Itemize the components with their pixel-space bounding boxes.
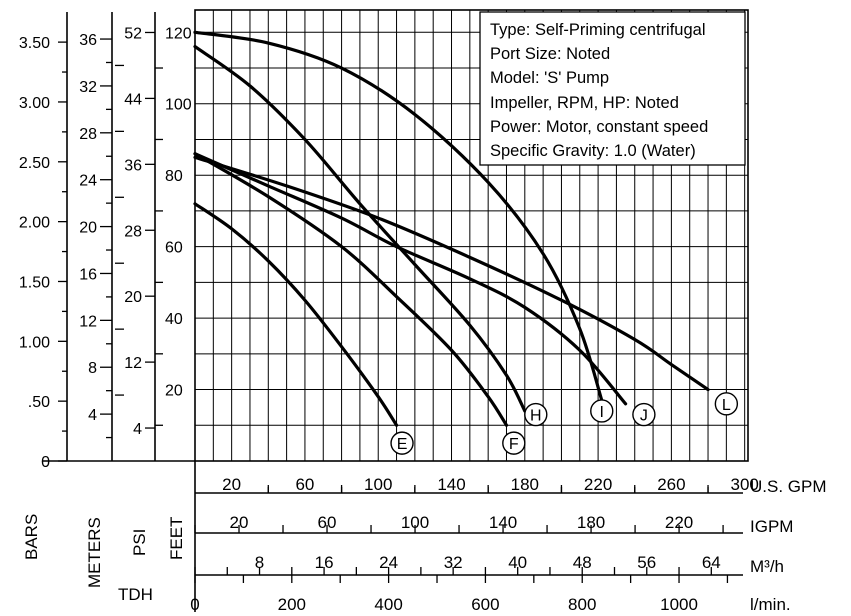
bars-tick-label: 1.50: [19, 274, 50, 291]
lmin-tick-label: 800: [568, 595, 596, 614]
usgpm-tick-label: 100: [364, 475, 392, 494]
psi-tick-label: 12: [124, 355, 142, 372]
bars-tick-label: 2.00: [19, 215, 50, 232]
meters-tick-label: 8: [88, 360, 97, 377]
bars-tick-label: 3.50: [19, 35, 50, 52]
bars-tick-label: 2.50: [19, 155, 50, 172]
curve-marker-l: [714, 392, 739, 416]
igpm-tick-label: 140: [489, 513, 517, 532]
bars-tick-label: .50: [28, 394, 50, 411]
curve-i: [193, 30, 604, 402]
igpm-axis-label: IGPM: [750, 517, 793, 536]
pump-curves: E FH I J L: [193, 30, 739, 455]
usgpm-tick-label: 220: [584, 475, 612, 494]
bars-axis-label: BARS: [22, 514, 41, 560]
info-line-model: Model: 'S' Pump: [490, 69, 609, 87]
igpm-tick-label: 220: [665, 513, 693, 532]
feet-tick-label: 80: [165, 168, 183, 185]
igpm-tick-label: 180: [577, 513, 605, 532]
usgpm-tick-label: 60: [295, 475, 314, 494]
meters-tick-label: 16: [79, 266, 97, 283]
m3h-axis-label: M³/h: [750, 557, 784, 576]
feet-tick-label: 40: [165, 311, 183, 328]
info-line-power: Power: Motor, constant speed: [490, 118, 708, 136]
usgpm-axis-label: U.S. GPM: [750, 477, 827, 496]
info-box: Type: Self-Priming centrifugal Port Size…: [479, 11, 746, 166]
m3h-tick-label: 16: [315, 553, 334, 572]
curve-j: [193, 152, 628, 406]
curve-label-e: E: [397, 436, 408, 453]
plot-frame: [194, 9, 749, 462]
curve-l: [193, 155, 710, 392]
left-axes: 0 .50 1.00 1.50 2.00 2.50 3.00 3.50 4 8 12 16 20 24 28…: [19, 12, 195, 471]
feet-axis-label: FEET: [167, 517, 186, 560]
psi-axis-label: PSI: [130, 529, 149, 556]
psi-tick-label: 4: [133, 421, 142, 438]
feet-tick-label: 120: [165, 25, 192, 42]
bars-tick-label: 1.00: [19, 334, 50, 351]
meters-tick-label: 36: [79, 32, 97, 49]
usgpm-tick-label: 260: [657, 475, 685, 494]
psi-tick-label: 52: [124, 25, 142, 42]
feet-tick-label: 100: [165, 97, 192, 114]
curve-label-f: F: [509, 436, 519, 453]
meters-tick-label: 28: [79, 126, 97, 143]
curve-label-h: H: [530, 408, 542, 425]
m3h-tick-label: 40: [508, 553, 527, 572]
meters-tick-label: 4: [88, 407, 97, 424]
m3h-tick-label: 24: [379, 553, 398, 572]
info-line-specific-gravity: Specific Gravity: 1.0 (Water): [490, 142, 696, 160]
psi-tick-label: 28: [124, 223, 142, 240]
curve-marker-e: [390, 431, 414, 455]
m3h-tick-label: 32: [444, 553, 463, 572]
lmin-tick-label: 400: [374, 595, 402, 614]
psi-tick-label: 44: [124, 91, 142, 108]
lmin-tick-label: 200: [278, 595, 306, 614]
lmin-tick-label: 0: [190, 595, 199, 614]
meters-tick-label: 20: [79, 220, 97, 237]
curve-f: [193, 152, 509, 427]
feet-tick-label: 20: [165, 383, 183, 400]
usgpm-tick-label: 140: [437, 475, 465, 494]
bars-tick-label: 3.00: [19, 95, 50, 112]
usgpm-tick-label: 20: [222, 475, 241, 494]
info-line-impeller: Impeller, RPM, HP: Noted: [490, 94, 679, 112]
curve-marker-i: [590, 399, 614, 423]
feet-tick-label: 60: [165, 240, 183, 257]
lmin-axis-label: l/min.: [750, 595, 791, 614]
curve-e: [193, 202, 399, 427]
m3h-tick-label: 8: [255, 553, 264, 572]
curve-label-l: L: [722, 397, 731, 414]
usgpm-tick-label: 180: [511, 475, 539, 494]
lmin-tick-label: 1000: [660, 595, 698, 614]
m3h-tick-label: 56: [637, 553, 656, 572]
curve-marker-f: [502, 431, 526, 455]
meters-tick-label: 12: [79, 313, 97, 330]
bars-tick-label: 0: [41, 454, 50, 471]
m3h-tick-label: 64: [702, 553, 721, 572]
curve-h: [193, 44, 527, 413]
curve-label-i: I: [600, 404, 604, 421]
meters-axis-label: METERS: [85, 517, 104, 588]
m3h-tick-label: 48: [573, 553, 592, 572]
lmin-tick-label: 600: [471, 595, 499, 614]
info-line-type: Type: Self-Priming centrifugal: [490, 21, 706, 39]
tdh-label: TDH: [118, 585, 153, 604]
igpm-tick-label: 60: [318, 513, 337, 532]
meters-tick-label: 32: [79, 79, 97, 96]
usgpm-tick-label: 300: [730, 475, 758, 494]
meters-tick-label: 24: [79, 173, 97, 190]
igpm-tick-label: 100: [401, 513, 429, 532]
info-line-port-size: Port Size: Noted: [490, 45, 610, 63]
igpm-tick-label: 20: [230, 513, 249, 532]
curve-marker-h: [524, 402, 548, 427]
curve-label-j: J: [640, 408, 648, 425]
curve-marker-j: [632, 402, 656, 427]
psi-tick-label: 20: [124, 289, 142, 306]
psi-tick-label: 36: [124, 157, 142, 174]
